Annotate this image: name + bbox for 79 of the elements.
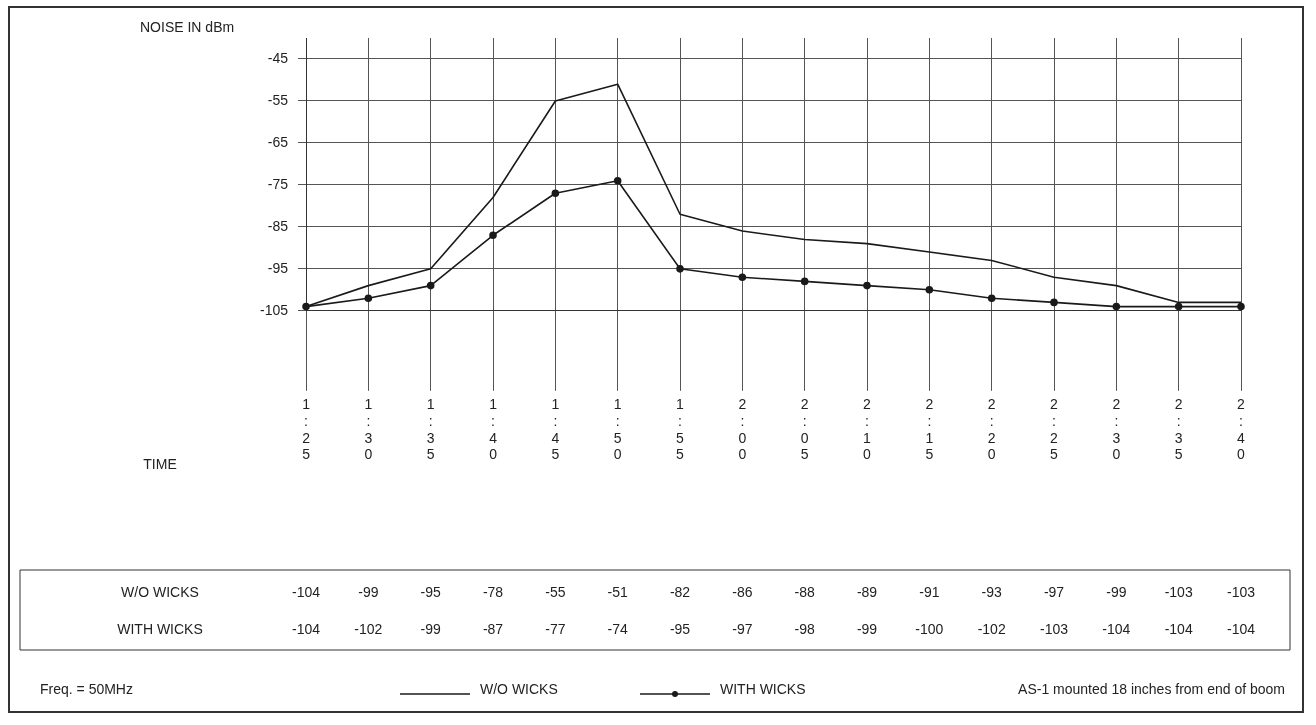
legend-label: W/O WICKS xyxy=(480,680,558,697)
point xyxy=(738,273,747,282)
x-tick-label: 2:25 xyxy=(1050,396,1059,463)
point xyxy=(551,189,560,198)
point xyxy=(863,281,871,290)
y-tick-label: -45 xyxy=(267,49,289,66)
x-tick-label: 1:35 xyxy=(426,396,435,463)
y-axis-title: NOISE IN dBm xyxy=(140,18,235,35)
data-label: -93 xyxy=(981,583,1002,600)
data-label: -104 xyxy=(292,583,321,600)
point xyxy=(676,265,684,273)
point xyxy=(302,302,310,311)
data-label: -104 xyxy=(1164,620,1193,637)
data-label: -87 xyxy=(482,620,504,637)
x-tick-label: 2:05 xyxy=(800,396,809,463)
x-tick-label: 2:10 xyxy=(863,396,872,463)
data-label: -51 xyxy=(607,583,629,600)
data-label: -99 xyxy=(856,620,878,637)
x-tick-label: 1:45 xyxy=(551,396,560,463)
data-label: -95 xyxy=(669,620,691,637)
text: WITH WICKS xyxy=(117,620,203,637)
data-label: -95 xyxy=(420,583,442,600)
data-label: -97 xyxy=(1043,583,1065,600)
y-tick-label: -75 xyxy=(267,175,289,192)
point xyxy=(613,176,622,185)
data-label: -82 xyxy=(669,583,691,600)
x-tick-label: 2:00 xyxy=(738,396,747,463)
point xyxy=(364,294,373,303)
point xyxy=(1174,302,1183,311)
data-label: -103 xyxy=(1226,583,1256,600)
x-tick-label: 2:35 xyxy=(1174,396,1183,463)
point xyxy=(489,231,497,240)
x-tick-label: 1:30 xyxy=(364,396,373,463)
point xyxy=(925,286,934,294)
x-tick-label: 2:20 xyxy=(987,396,996,463)
x-tick-label: 1:55 xyxy=(676,396,685,463)
point xyxy=(1237,302,1245,311)
text: AS-1 mounted 18 inches from end of boom xyxy=(1018,680,1285,697)
x-tick-label: 2:30 xyxy=(1112,396,1121,463)
data-label: -103 xyxy=(1164,583,1193,600)
data-label: -98 xyxy=(794,620,816,637)
data-label: -102 xyxy=(977,620,1006,637)
x-tick-label: 1:40 xyxy=(489,396,498,463)
data-label: -99 xyxy=(420,620,442,637)
data-label: -89 xyxy=(856,583,878,600)
data-label: -77 xyxy=(545,620,566,637)
data-label: -55 xyxy=(545,583,566,600)
data-label: -104 xyxy=(1102,620,1131,637)
data-label: -97 xyxy=(732,620,753,637)
legend-label: WITH WICKS xyxy=(720,680,806,697)
x-tick-label: 1:50 xyxy=(613,396,622,463)
y-tick-label: -55 xyxy=(267,91,289,108)
point xyxy=(987,294,996,303)
data-label: -74 xyxy=(607,620,629,637)
point xyxy=(800,277,809,286)
x-tick-label: 2:15 xyxy=(925,396,934,463)
x-tick-label: 2:40 xyxy=(1237,396,1246,463)
point xyxy=(426,281,435,290)
data-label: -104 xyxy=(1226,620,1256,637)
y-tick-label: -65 xyxy=(267,133,289,150)
y-tick-label: -85 xyxy=(267,217,289,234)
data-label: -91 xyxy=(919,583,940,600)
y-tick-label: -95 xyxy=(267,259,289,276)
point xyxy=(1112,302,1121,311)
data-label: -86 xyxy=(732,583,753,600)
point xyxy=(1050,298,1058,307)
x-tick-label: 1:25 xyxy=(302,396,311,463)
y-tick-label: -105 xyxy=(259,301,289,318)
data-label: -99 xyxy=(358,583,379,600)
data-label: -103 xyxy=(1039,620,1069,637)
data-label: -88 xyxy=(794,583,816,600)
data-label: -78 xyxy=(482,583,504,600)
text: W/O WICKS xyxy=(121,583,199,600)
text: Freq. = 50MHz xyxy=(40,680,133,697)
text: TIME xyxy=(143,455,177,472)
data-label: -102 xyxy=(354,620,383,637)
data-label: -100 xyxy=(915,620,944,637)
data-label: -104 xyxy=(292,620,321,637)
data-label: -99 xyxy=(1106,583,1127,600)
